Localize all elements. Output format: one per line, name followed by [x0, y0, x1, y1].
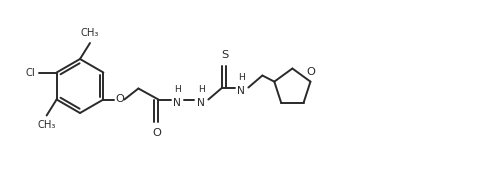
- Text: N: N: [197, 98, 205, 108]
- Text: H: H: [174, 86, 181, 95]
- Text: CH₃: CH₃: [81, 28, 99, 38]
- Text: H: H: [198, 86, 205, 95]
- Text: O: O: [306, 67, 315, 77]
- Text: O: O: [115, 95, 124, 105]
- Text: O: O: [152, 127, 161, 137]
- Text: S: S: [221, 49, 228, 59]
- Text: N: N: [173, 98, 181, 108]
- Text: N: N: [238, 86, 246, 96]
- Text: CH₃: CH₃: [37, 121, 56, 130]
- Text: H: H: [238, 74, 245, 83]
- Text: Cl: Cl: [26, 68, 35, 77]
